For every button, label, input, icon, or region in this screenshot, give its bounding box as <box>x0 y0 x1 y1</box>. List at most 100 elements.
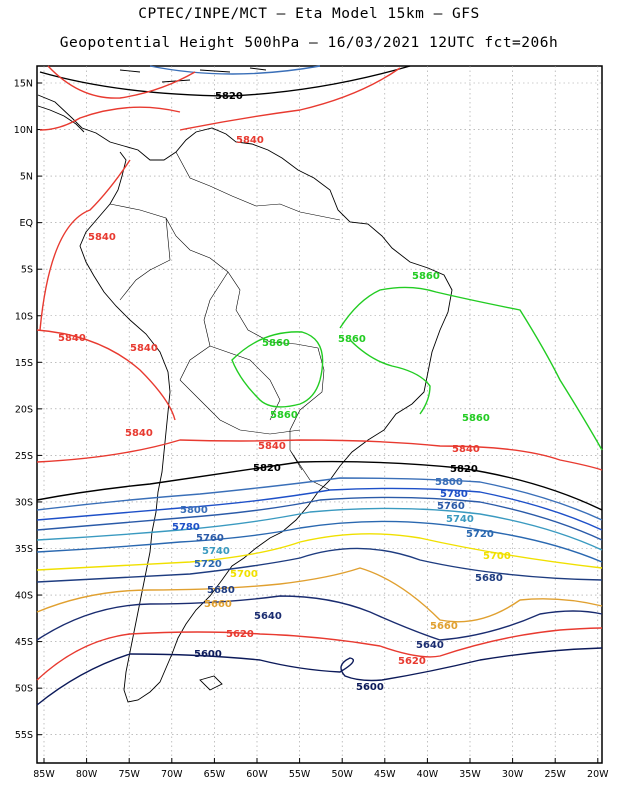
contour-label: 5720 <box>466 529 494 540</box>
contour-label: 5620 <box>226 629 254 640</box>
lon-tick-label: 60W <box>246 769 268 780</box>
contour-5680 <box>36 547 603 583</box>
contour-label: 5700 <box>483 551 511 562</box>
contour-5600 <box>36 647 603 706</box>
contour-label: 5760 <box>437 501 465 512</box>
lat-tick-label: EQ <box>20 218 33 229</box>
lon-tick-label: 40W <box>417 769 439 780</box>
contour-label: 5600 <box>194 649 222 660</box>
contour-5720 <box>36 520 603 563</box>
contour-label: 5860 <box>270 410 298 421</box>
lat-tick-label: 50S <box>15 684 33 695</box>
contour-5760 <box>36 496 603 541</box>
lat-tick-label: 15S <box>15 358 33 369</box>
contour-5660 <box>36 567 603 623</box>
lon-tick-label: 65W <box>204 769 226 780</box>
contour-5860-ne <box>349 339 431 415</box>
map-title-line1: CPTEC/INPE/MCT – Eta Model 15km – GFS <box>138 6 480 22</box>
graticule <box>37 66 602 763</box>
falklands <box>199 675 223 691</box>
lon-tick-label: 75W <box>118 769 140 780</box>
contour-5820-north <box>39 65 411 97</box>
lon-tick-label: 70W <box>161 769 183 780</box>
lon-tick-label: 45W <box>374 769 396 780</box>
contour-label: 5680 <box>475 573 503 584</box>
lon-tick-label: 55W <box>289 769 311 780</box>
contour-label: 5780 <box>440 489 468 500</box>
lat-tick-label: 5N <box>20 172 33 183</box>
contour-label: 5640 <box>416 640 444 651</box>
coastlines <box>37 67 453 703</box>
contour-label: 5680 <box>207 585 235 596</box>
contour-label: 5820 <box>215 91 243 102</box>
contour-5740 <box>36 507 603 551</box>
contour-label: 5860 <box>462 413 490 424</box>
contour-5860-central <box>231 331 324 408</box>
map-frame <box>36 65 603 764</box>
contour-5820-main <box>36 460 603 511</box>
lat-tick-label: 10S <box>15 311 33 322</box>
contour-label: 5840 <box>130 343 158 354</box>
contour-label: 5640 <box>254 611 282 622</box>
contour-label: 5860 <box>262 338 290 349</box>
lat-tick-label: 35S <box>15 544 33 555</box>
central-america-coast <box>37 105 85 133</box>
map-title-line2: Geopotential Height 500hPa – 16/03/2021 … <box>59 35 559 51</box>
contour-5800 <box>36 477 603 521</box>
lon-tick-label: 30W <box>502 769 524 780</box>
contour-label: 5840 <box>258 441 286 452</box>
contour-5620 <box>36 627 603 681</box>
contour-5780 <box>36 487 603 531</box>
contour-label: 5720 <box>194 559 222 570</box>
contour-label: 5620 <box>398 656 426 667</box>
contour-5640 <box>36 595 603 641</box>
contour-label: 5860 <box>412 271 440 282</box>
lat-tick-label: 30S <box>15 497 33 508</box>
contour-label: 5800 <box>435 477 463 488</box>
contour-label: 5820 <box>253 463 281 474</box>
lon-tick-label: 50W <box>331 769 353 780</box>
lat-tick-label: 45S <box>15 637 33 648</box>
lon-tick-label: 25W <box>544 769 566 780</box>
contour-label: 5760 <box>196 533 224 544</box>
lon-tick-label: 80W <box>76 769 98 780</box>
contour-label: 5860 <box>338 334 366 345</box>
lon-tick-label: 35W <box>459 769 481 780</box>
contour-5840-main <box>36 439 603 471</box>
contour-label: 5660 <box>430 621 458 632</box>
lat-tick-label: 55S <box>15 730 33 741</box>
contour-label: 5820 <box>450 464 478 475</box>
latitude-labels: 15N 10N 5N EQ 5S 10S 15S 20S 25S 30S 35S 40S 45S 50S 5… <box>14 79 33 742</box>
lon-tick-label: 85W <box>33 769 55 780</box>
contour-label: 5840 <box>236 135 264 146</box>
lat-tick-label: 40S <box>15 591 33 602</box>
contour-labels: 5820 5840 5840 5840 5840 5840 5840 5840 … <box>58 91 511 693</box>
lat-tick-label: 25S <box>15 451 33 462</box>
longitude-labels: 85W 80W 75W 70W 65W 60W 55W 50W 45W 40W 35W 30W 25W 2… <box>33 769 609 780</box>
contour-label: 5740 <box>202 546 230 557</box>
lat-tick-label: 5S <box>21 265 33 276</box>
south-america-coast <box>37 94 453 703</box>
contour-label: 5840 <box>452 444 480 455</box>
contour-label: 5700 <box>230 569 258 580</box>
contour-5840-west <box>36 329 176 421</box>
lat-tick-label: 20S <box>15 404 33 415</box>
contour-label: 5780 <box>172 522 200 533</box>
contours <box>36 65 603 706</box>
lon-tick-label: 20W <box>587 769 609 780</box>
contour-label: 5600 <box>356 682 384 693</box>
contour-label: 5840 <box>58 333 86 344</box>
contour-label: 5840 <box>88 232 116 243</box>
contour-label: 5740 <box>446 514 474 525</box>
contour-5840-north <box>39 65 401 331</box>
contour-label: 5660 <box>204 599 232 610</box>
contour-5700 <box>36 533 603 571</box>
contour-label: 5800 <box>180 505 208 516</box>
contour-5860-east <box>339 286 603 451</box>
contour-5800-north <box>149 65 321 75</box>
country-borders <box>109 151 341 491</box>
lat-tick-label: 10N <box>14 125 33 136</box>
lat-tick-label: 15N <box>14 79 33 90</box>
contour-label: 5840 <box>125 428 153 439</box>
